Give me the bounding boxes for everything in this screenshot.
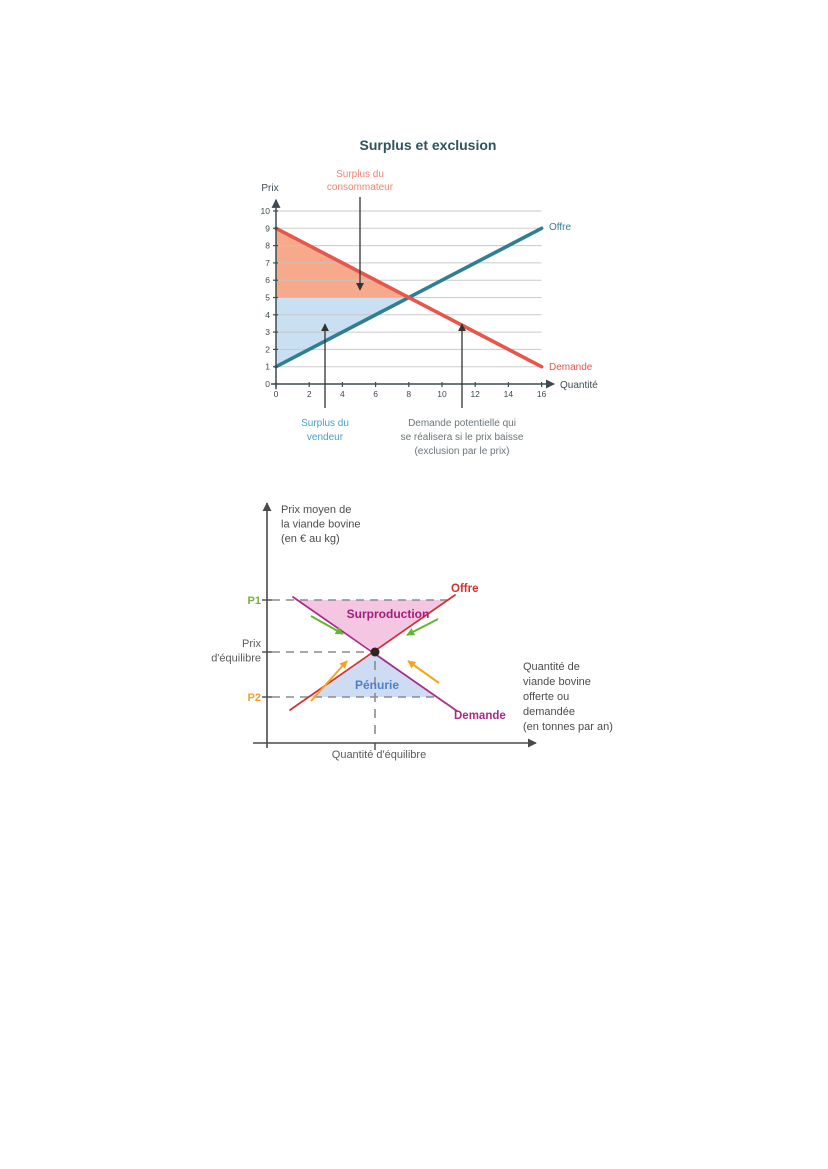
x-tick-label: 10	[437, 389, 447, 399]
p2-label: P2	[248, 692, 261, 704]
chart-equilibre-viande-bovine: Offre Demande Prix moyen de la viande bovin…	[211, 502, 613, 761]
demande-potentielle-label: (exclusion par le prix)	[414, 446, 509, 457]
green-arrow-right	[406, 618, 439, 636]
y-tick-label: 1	[265, 362, 270, 372]
surplus-vendeur-label: Surplus du	[301, 418, 349, 429]
y-tick-label: 2	[265, 344, 270, 354]
y-axis-title: la viande bovine	[281, 519, 361, 531]
y-tick-label: 6	[265, 275, 270, 285]
y-tick-label: 5	[265, 293, 270, 303]
x-axis-title: offerte ou	[523, 691, 569, 703]
surplus-vendeur-label: vendeur	[307, 432, 344, 443]
y-axis-title: (en € au kg)	[281, 533, 340, 545]
y-axis-title: Prix moyen de	[281, 504, 351, 516]
x-tick-label: 6	[373, 389, 378, 399]
x-tick-label: 2	[307, 389, 312, 399]
surplus-consommateur-label: Surplus du	[336, 169, 384, 180]
demande-potentielle-label: se réalisera si le prix baisse	[401, 432, 524, 443]
offre-label: Offre	[451, 583, 478, 595]
x-axis-title: Quantité	[560, 380, 598, 391]
orange-arrow-right	[407, 660, 440, 684]
y-tick-label: 4	[265, 310, 270, 320]
surproduction-area	[296, 600, 448, 652]
quantite-equilibre-label: Quantité d'équilibre	[332, 749, 426, 761]
y-tick-label: 0	[265, 379, 270, 389]
x-axis-title: (en tonnes par an)	[523, 721, 613, 733]
surplus-consommateur-label: consommateur	[327, 182, 394, 193]
demande-label: Demande	[549, 362, 593, 373]
x-tick-label: 16	[537, 389, 547, 399]
green-arrow-left	[310, 615, 344, 635]
p1-label: P1	[248, 595, 261, 607]
demande-label: Demande	[454, 710, 506, 722]
prix-equilibre-label: Prix	[242, 638, 261, 650]
y-tick-label: 8	[265, 241, 270, 251]
x-axis-title: demandée	[523, 706, 575, 718]
surproduction-label: Surproduction	[347, 607, 430, 621]
x-tick-label: 0	[274, 389, 279, 399]
chart-title: Surplus et exclusion	[360, 137, 497, 153]
orange-arrow-left	[310, 660, 348, 702]
y-axis-title: Prix	[261, 183, 278, 194]
x-tick-label: 12	[470, 389, 480, 399]
y-tick-label: 3	[265, 327, 270, 337]
x-axis-title: viande bovine	[523, 676, 591, 688]
x-tick-label: 4	[340, 389, 345, 399]
x-axis-title: Quantité de	[523, 661, 580, 673]
prix-equilibre-label: d'équilibre	[211, 653, 261, 665]
y-tick-label: 9	[265, 223, 270, 233]
offre-label: Offre	[549, 222, 571, 233]
y-tick-label: 10	[261, 206, 271, 216]
equilibrium-point	[370, 647, 380, 657]
demande-line	[274, 226, 544, 369]
x-tick-label: 8	[406, 389, 411, 399]
penurie-area	[310, 652, 437, 697]
y-tick-label: 7	[265, 258, 270, 268]
penurie-label: Pénurie	[355, 678, 399, 692]
demande-potentielle-label: Demande potentielle qui	[408, 418, 516, 429]
x-tick-label: 14	[504, 389, 514, 399]
